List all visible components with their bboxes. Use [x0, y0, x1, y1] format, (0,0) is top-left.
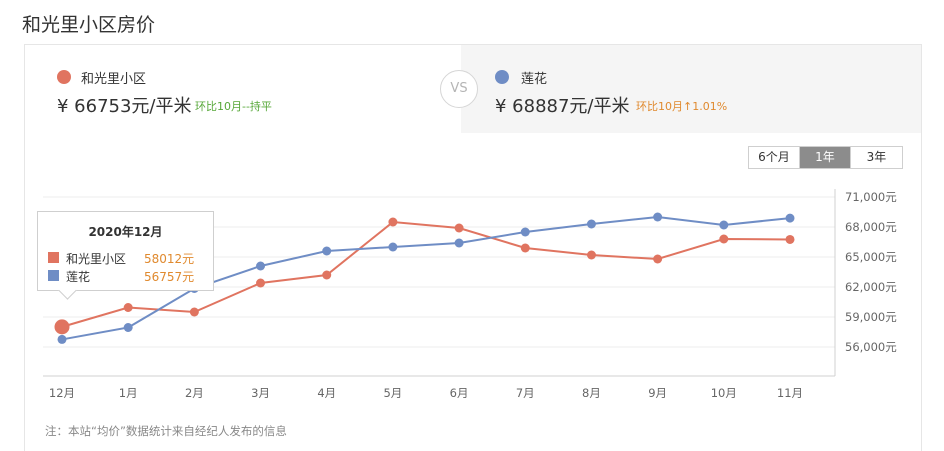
- footnote: 注：本站“均价”数据统计来自经纪人发布的信息: [45, 424, 287, 438]
- x-tick-label: 3月: [251, 386, 270, 400]
- x-tick-label: 4月: [317, 386, 336, 400]
- tooltip-value-right: 56757元: [144, 270, 195, 284]
- x-tick-label: 12月: [49, 386, 75, 400]
- tab-3-years[interactable]: 3年: [851, 147, 902, 168]
- series-point-right: [123, 323, 133, 332]
- page-title: 和光里小区房价: [22, 14, 156, 36]
- community-left-price: ¥ 66753元/平米: [57, 96, 192, 117]
- series-point-left: [586, 250, 596, 260]
- series-point-right: [520, 227, 530, 237]
- x-tick-label: 11月: [777, 386, 803, 400]
- x-tick-label: 7月: [516, 386, 535, 400]
- series-point-left: [653, 254, 663, 264]
- y-tick-label: 62,000元: [845, 280, 897, 294]
- series-point-left: [322, 270, 332, 280]
- x-tick-label: 10月: [711, 386, 737, 400]
- series-point-right: [653, 212, 663, 222]
- tooltip-name-right: 莲花: [66, 270, 91, 284]
- x-tick-label: 6月: [450, 386, 469, 400]
- series-point-right: [57, 334, 67, 344]
- tooltip-name-left: 和光里小区: [66, 252, 127, 266]
- y-tick-label: 56,000元: [845, 340, 897, 354]
- series-point-left: [719, 234, 729, 244]
- x-tick-label: 2月: [185, 386, 204, 400]
- series-point-right: [256, 261, 266, 271]
- community-left-change: 环比10月--持平: [195, 100, 272, 113]
- community-right-panel: 莲花 ¥ 68887元/平米 环比10月↑1.01%: [461, 45, 921, 133]
- x-tick-label: 8月: [582, 386, 601, 400]
- price-comparison-card: 和光里小区 ¥ 66753元/平米 环比10月--持平 莲花 ¥ 68887元/…: [24, 44, 922, 451]
- tooltip-value-left: 58012元: [144, 252, 195, 266]
- community-right-price: ¥ 68887元/平米: [495, 96, 630, 117]
- x-tick-label: 1月: [119, 386, 138, 400]
- series-point-left: [256, 278, 266, 288]
- series-point-left: [54, 319, 70, 335]
- legend-dot-left: [57, 70, 71, 84]
- series-point-left: [189, 307, 199, 317]
- chart-tooltip: 2020年12月 和光里小区 58012元 莲花 56757元: [37, 211, 214, 291]
- tooltip-swatch-right: [48, 270, 59, 281]
- y-tick-label: 65,000元: [845, 250, 897, 264]
- series-point-left: [454, 223, 464, 233]
- series-point-right: [586, 219, 596, 229]
- series-line-right: [61, 215, 791, 341]
- range-tabs: 6个月 1年 3年: [748, 146, 903, 169]
- series-point-left: [785, 234, 795, 244]
- x-tick-label: 9月: [648, 386, 667, 400]
- series-point-right: [388, 242, 398, 252]
- series-point-left: [520, 243, 530, 253]
- vs-badge: VS: [440, 70, 478, 108]
- tooltip-title: 2020年12月: [88, 225, 163, 239]
- community-left-panel: 和光里小区 ¥ 66753元/平米 环比10月--持平: [25, 45, 461, 133]
- comparison-header: 和光里小区 ¥ 66753元/平米 环比10月--持平 莲花 ¥ 68887元/…: [25, 45, 921, 133]
- y-tick-label: 68,000元: [845, 220, 897, 234]
- series-point-right: [785, 213, 795, 223]
- price-trend-chart: 56,000元 59,000元 62,000元 65,000元 68,000元 71,00…: [43, 189, 897, 400]
- tooltip-swatch-left: [48, 252, 59, 263]
- y-tick-label: 59,000元: [845, 310, 897, 324]
- community-right-name: 莲花: [521, 72, 548, 87]
- tab-1-year[interactable]: 1年: [800, 147, 851, 168]
- series-point-right: [454, 238, 464, 248]
- tab-6-months[interactable]: 6个月: [749, 147, 800, 168]
- series-point-right: [719, 220, 729, 230]
- x-tick-label: 5月: [383, 386, 402, 400]
- community-right-change: 环比10月↑1.01%: [636, 100, 728, 113]
- series-point-left: [388, 217, 398, 227]
- legend-dot-right: [495, 70, 509, 84]
- series-point-left: [123, 303, 133, 312]
- series-point-right: [322, 246, 332, 256]
- y-tick-label: 71,000元: [845, 190, 897, 204]
- series-line-left: [61, 220, 791, 328]
- community-left-name: 和光里小区: [81, 72, 147, 87]
